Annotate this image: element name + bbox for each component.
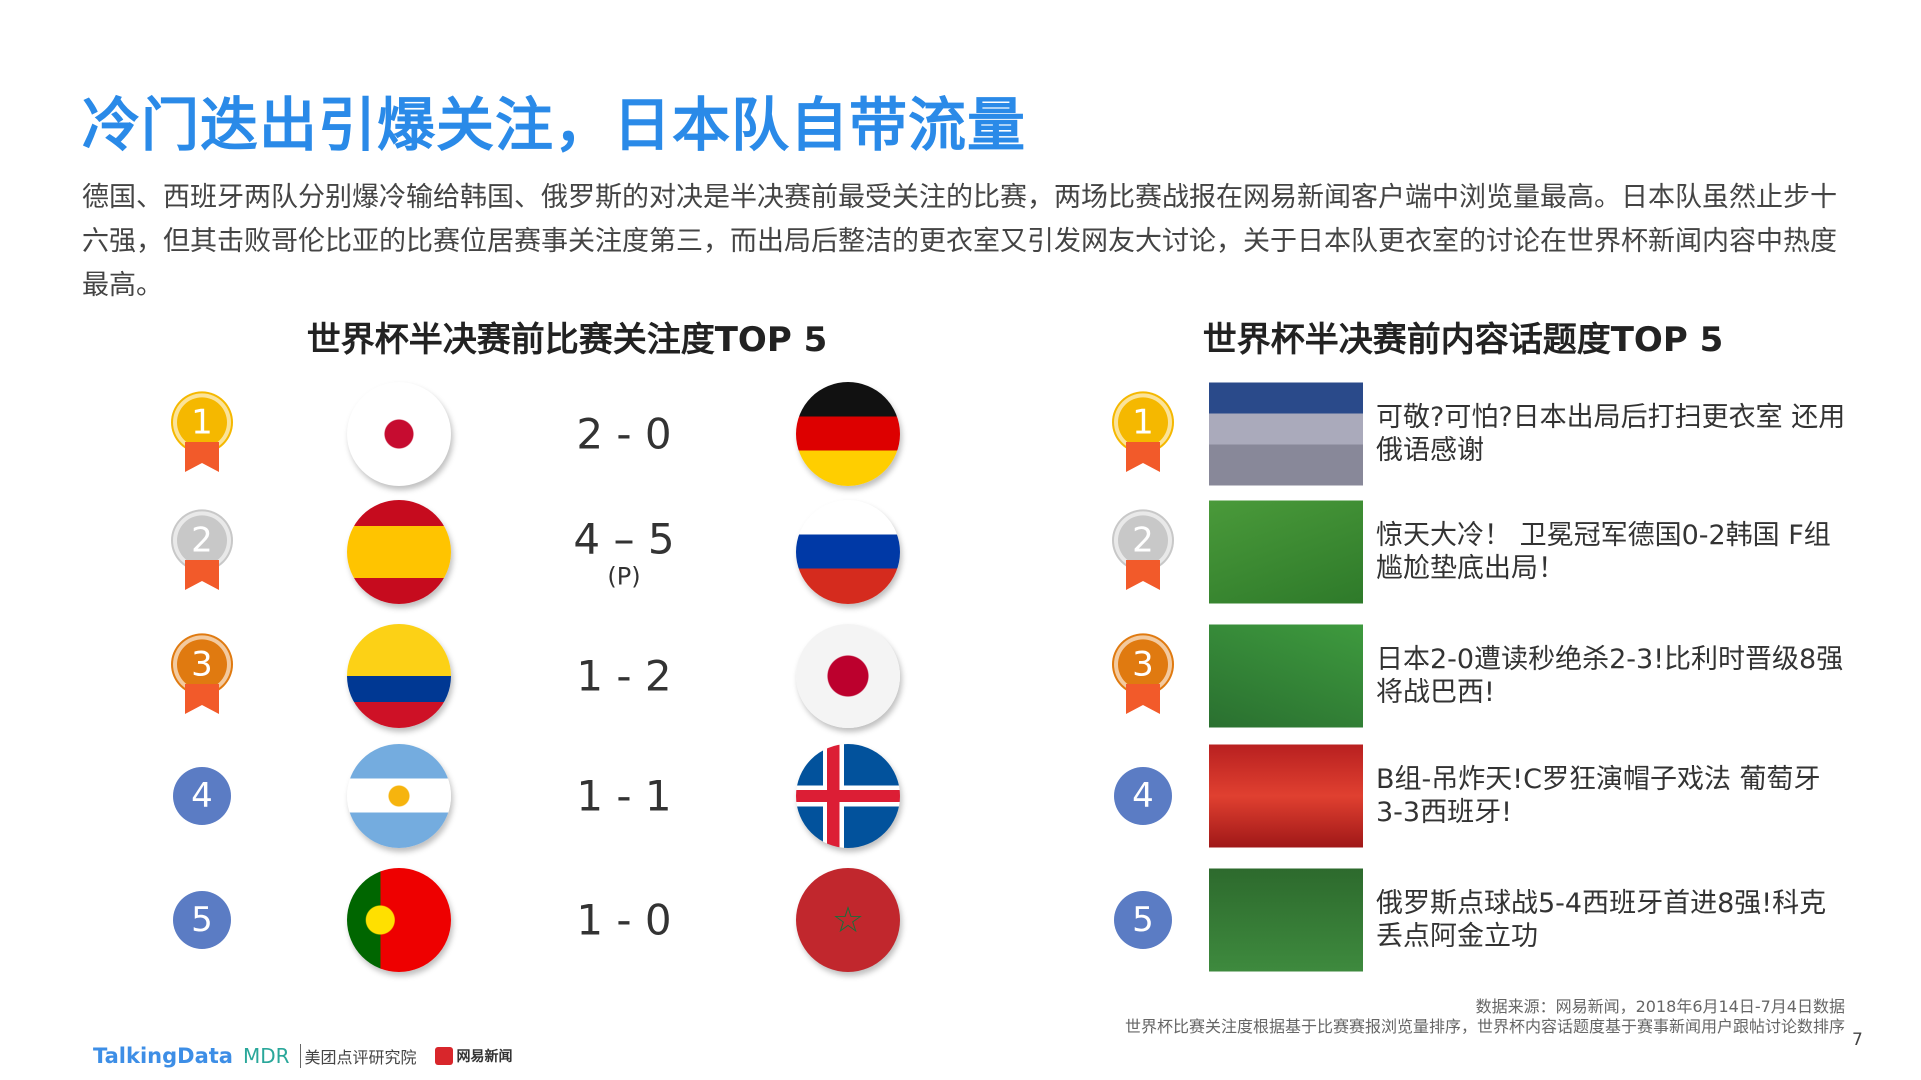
- portugal-flag-icon: [347, 868, 451, 972]
- match-rank-medal: 4: [173, 767, 231, 825]
- score-text: 1 - 1: [576, 771, 672, 821]
- argentina-flag-icon: [347, 744, 451, 848]
- match-score: 4 – 5 (P): [573, 515, 674, 590]
- germany-flag-icon: [796, 382, 900, 486]
- match-rank-medal: 1: [173, 393, 231, 452]
- colombia-flag-icon: [347, 624, 451, 728]
- news-headline[interactable]: 可敬?可怕?日本出局后打扫更衣室 还用俄语感谢: [1376, 402, 1846, 466]
- method-note: 世界杯比赛关注度根据基于比赛赛报浏览量排序，世界杯内容话题度基于赛事新闻用户跟帖…: [1124, 1017, 1845, 1036]
- score-text: 1 - 2: [576, 651, 672, 701]
- news-headline[interactable]: 日本2-0遭读秒绝杀2-3!比利时晋级8强将战巴西!: [1376, 644, 1844, 708]
- news-thumbnail[interactable]: [1209, 500, 1363, 604]
- ribbon-icon: [185, 442, 219, 472]
- ribbon-icon: [1126, 442, 1160, 472]
- page-title: 冷门迭出引爆关注，日本队自带流量: [82, 91, 1027, 159]
- ribbon-icon: [1126, 684, 1160, 714]
- news-thumbnail[interactable]: [1209, 744, 1363, 848]
- match-score: 2 - 0: [576, 410, 671, 459]
- right-section-heading: 世界杯半决赛前内容话题度TOP 5: [1202, 320, 1724, 360]
- match-rank-medal: 3: [173, 635, 231, 694]
- japan-flag-icon: [796, 624, 900, 728]
- spain-flag-icon: [347, 500, 451, 604]
- news-headline[interactable]: 惊天大冷！ 卫冕冠军德国0-2韩国 F组尴尬垫底出局！: [1376, 520, 1831, 584]
- match-rank-medal: 5: [173, 891, 231, 949]
- news-headline[interactable]: B组-吊炸天!C罗狂演帽子戏法 葡萄牙3-3西班牙!: [1376, 764, 1821, 828]
- topic-rank-medal: 4: [1114, 767, 1172, 825]
- topic-rank-medal: 5: [1114, 891, 1172, 949]
- news-thumbnail[interactable]: [1209, 382, 1363, 486]
- topic-rank-medal: 2: [1114, 511, 1172, 570]
- score-text: 1 - 0: [576, 895, 672, 945]
- iceland-flag-icon: [796, 744, 900, 848]
- left-section-heading: 世界杯半决赛前比赛关注度TOP 5: [306, 320, 828, 360]
- meituan-logo: 美团点评研究院: [299, 1044, 417, 1068]
- ribbon-icon: [1126, 560, 1160, 590]
- russia-flag-icon: [796, 500, 900, 604]
- morocco-flag-icon: ☆: [796, 868, 900, 972]
- korea-flag-icon: [347, 382, 451, 486]
- netease-logo: 网易新闻: [456, 1049, 513, 1065]
- score-text: 2 - 0: [576, 409, 672, 459]
- news-thumbnail[interactable]: [1209, 868, 1363, 972]
- source-note: 数据来源：网易新闻，2018年6月14日-7月4日数据: [1475, 997, 1845, 1016]
- topic-rank-medal: 3: [1114, 635, 1172, 694]
- mdr-logo: MDR: [242, 1044, 290, 1068]
- page-number: 7: [1852, 1030, 1863, 1050]
- score-text: 4 – 5: [573, 514, 675, 564]
- netease-icon: [434, 1047, 453, 1065]
- match-score: 1 - 2: [576, 652, 671, 701]
- ribbon-icon: [185, 560, 219, 590]
- footer-logos: TalkingData MDR 美团点评研究院 网易新闻: [93, 1044, 513, 1068]
- intro-paragraph: 德国、西班牙两队分别爆冷输给韩国、俄罗斯的对决是半决赛前最受关注的比赛，两场比赛…: [82, 182, 1837, 301]
- match-score: 1 - 0: [576, 896, 671, 945]
- ribbon-icon: [185, 684, 219, 714]
- news-thumbnail[interactable]: [1209, 624, 1363, 728]
- penalty-note: (P): [607, 562, 641, 591]
- match-score: 1 - 1: [576, 772, 671, 821]
- news-headline[interactable]: 俄罗斯点球战5-4西班牙首进8强!科克丢点阿金立功: [1376, 888, 1827, 952]
- talkingdata-logo: TalkingData: [93, 1044, 233, 1068]
